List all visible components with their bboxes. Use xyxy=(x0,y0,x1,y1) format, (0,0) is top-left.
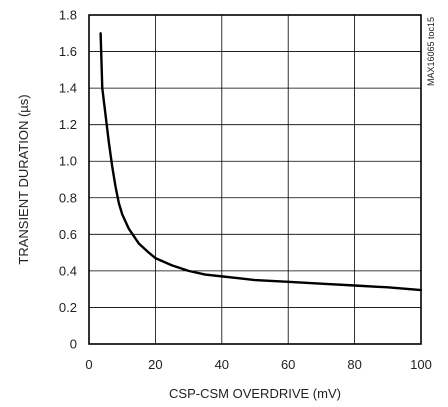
x-tick-label: 60 xyxy=(281,357,295,372)
x-tick-label: 20 xyxy=(148,357,162,372)
x-axis-ticks: 0 20 40 60 80 100 xyxy=(85,357,431,372)
y-tick-label: 1.2 xyxy=(59,117,77,132)
x-tick-label: 40 xyxy=(215,357,229,372)
y-tick-label: 0.2 xyxy=(59,300,77,315)
y-tick-label: 1.6 xyxy=(59,44,77,59)
x-axis-title: CSP-CSM OVERDRIVE (mV) xyxy=(169,386,341,401)
figure-code-label: MAX16065 toc15 xyxy=(426,17,436,86)
y-tick-label: 0.4 xyxy=(59,263,77,278)
x-tick-label: 100 xyxy=(410,357,432,372)
y-tick-label: 0 xyxy=(70,337,77,352)
y-axis-ticks: 0 0.2 0.4 0.6 0.8 1.0 1.2 1.4 1.6 1.8 xyxy=(59,8,77,352)
y-tick-label: 1.8 xyxy=(59,8,77,23)
y-axis-title: TRANSIENT DURATION (µs) xyxy=(16,94,31,264)
chart-grid xyxy=(89,15,421,344)
x-tick-label: 80 xyxy=(347,357,361,372)
y-tick-label: 1.0 xyxy=(59,154,77,169)
x-tick-label: 0 xyxy=(85,357,92,372)
y-tick-label: 0.8 xyxy=(59,190,77,205)
series-line xyxy=(99,32,423,292)
y-tick-label: 0.6 xyxy=(59,227,77,242)
y-tick-label: 1.4 xyxy=(59,81,77,96)
plot-frame xyxy=(88,14,422,345)
